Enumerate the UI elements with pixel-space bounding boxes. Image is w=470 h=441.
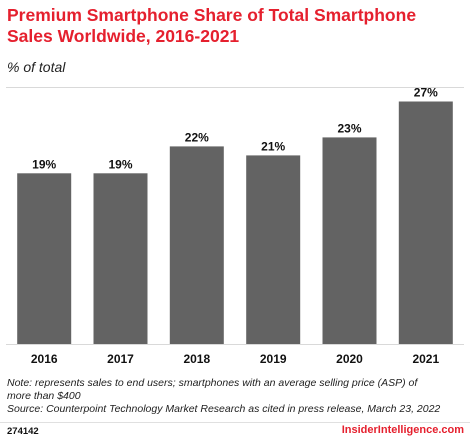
x-tick-label-2021: 2021 [412,352,439,366]
data-label-2018: 22% [185,130,209,144]
data-label-2017: 19% [108,157,132,171]
plot-area: 19% 2016 19% 2017 22% 2018 21% 2019 23% 2020 27% 20… [6,87,464,366]
bar-2017 [93,173,148,344]
note-line-2: more than $400 [7,390,81,402]
x-tick-label-2019: 2019 [260,352,287,366]
source-text: Source: Counterpoint Technology Market R… [7,403,441,415]
data-label-2016: 19% [32,157,56,171]
footer-divider [0,422,470,423]
bar-2020 [322,137,377,344]
chart-id: 274142 [7,426,39,437]
x-tick-label-2020: 2020 [336,352,363,366]
bar-2016 [17,173,72,344]
data-label-2019: 21% [261,139,285,153]
bar-chart: 19% 2016 19% 2017 22% 2018 21% 2019 23% 2020 27% 20… [17,88,453,366]
bar-2018 [169,146,224,344]
data-label-2020: 23% [337,121,361,135]
bar-2019 [246,155,301,344]
chart-subtitle: % of total [7,59,66,75]
chart-title: Premium Smartphone Share of Total Smartp… [7,5,417,46]
note-line-1: Note: represents sales to end users; sma… [7,377,418,389]
x-tick-label-2018: 2018 [183,352,210,366]
footnotes: Note: represents sales to end users; sma… [7,377,465,416]
x-tick-label-2016: 2016 [31,352,58,366]
data-label-2021: 27% [414,88,438,100]
x-tick-label-2017: 2017 [107,352,134,366]
bar-2021 [398,101,453,344]
brand-link[interactable]: InsiderIntelligence.com [341,424,464,436]
